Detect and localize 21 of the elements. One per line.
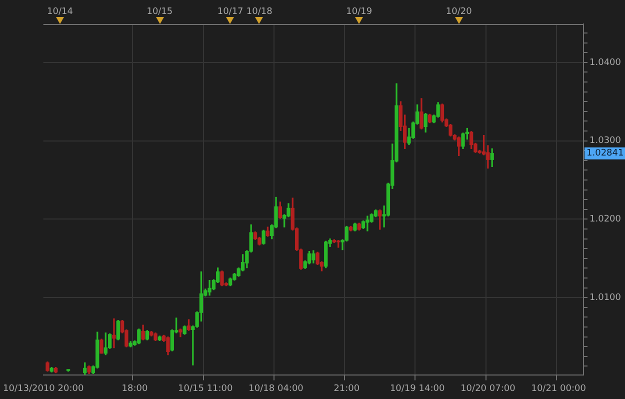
y-tick-label: 1.0300 <box>590 136 622 146</box>
text: 10/14 <box>46 6 74 17</box>
text: 10/20 <box>446 6 472 17</box>
x-tick-label: 10/21 00:00 <box>531 384 586 394</box>
y-tick-label: 1.0200 <box>590 214 622 225</box>
text: 10/18 <box>246 6 273 17</box>
text: 10/15 <box>146 6 173 17</box>
candlestick <box>112 318 116 348</box>
text: 1.02841 <box>586 148 624 159</box>
candlestick <box>366 216 370 232</box>
x-tick-label: 10/19 14:00 <box>390 384 445 394</box>
y-tick-label: 1.0100 <box>590 292 622 303</box>
y-tick-label: 1.0400 <box>590 58 622 68</box>
text: 10/17 <box>217 6 244 17</box>
x-tick-label: 21:00 <box>334 384 360 394</box>
x-tick-label: 10/13/2010 20:00 <box>3 384 84 394</box>
x-tick-label: 10/18 04:00 <box>248 384 304 394</box>
x-tick-label: 18:00 <box>122 384 148 394</box>
text: 10/19 <box>346 6 372 17</box>
x-tick-label: 10/20 07:00 <box>460 384 516 394</box>
x-tick-label: 10/15 11:00 <box>178 384 234 394</box>
